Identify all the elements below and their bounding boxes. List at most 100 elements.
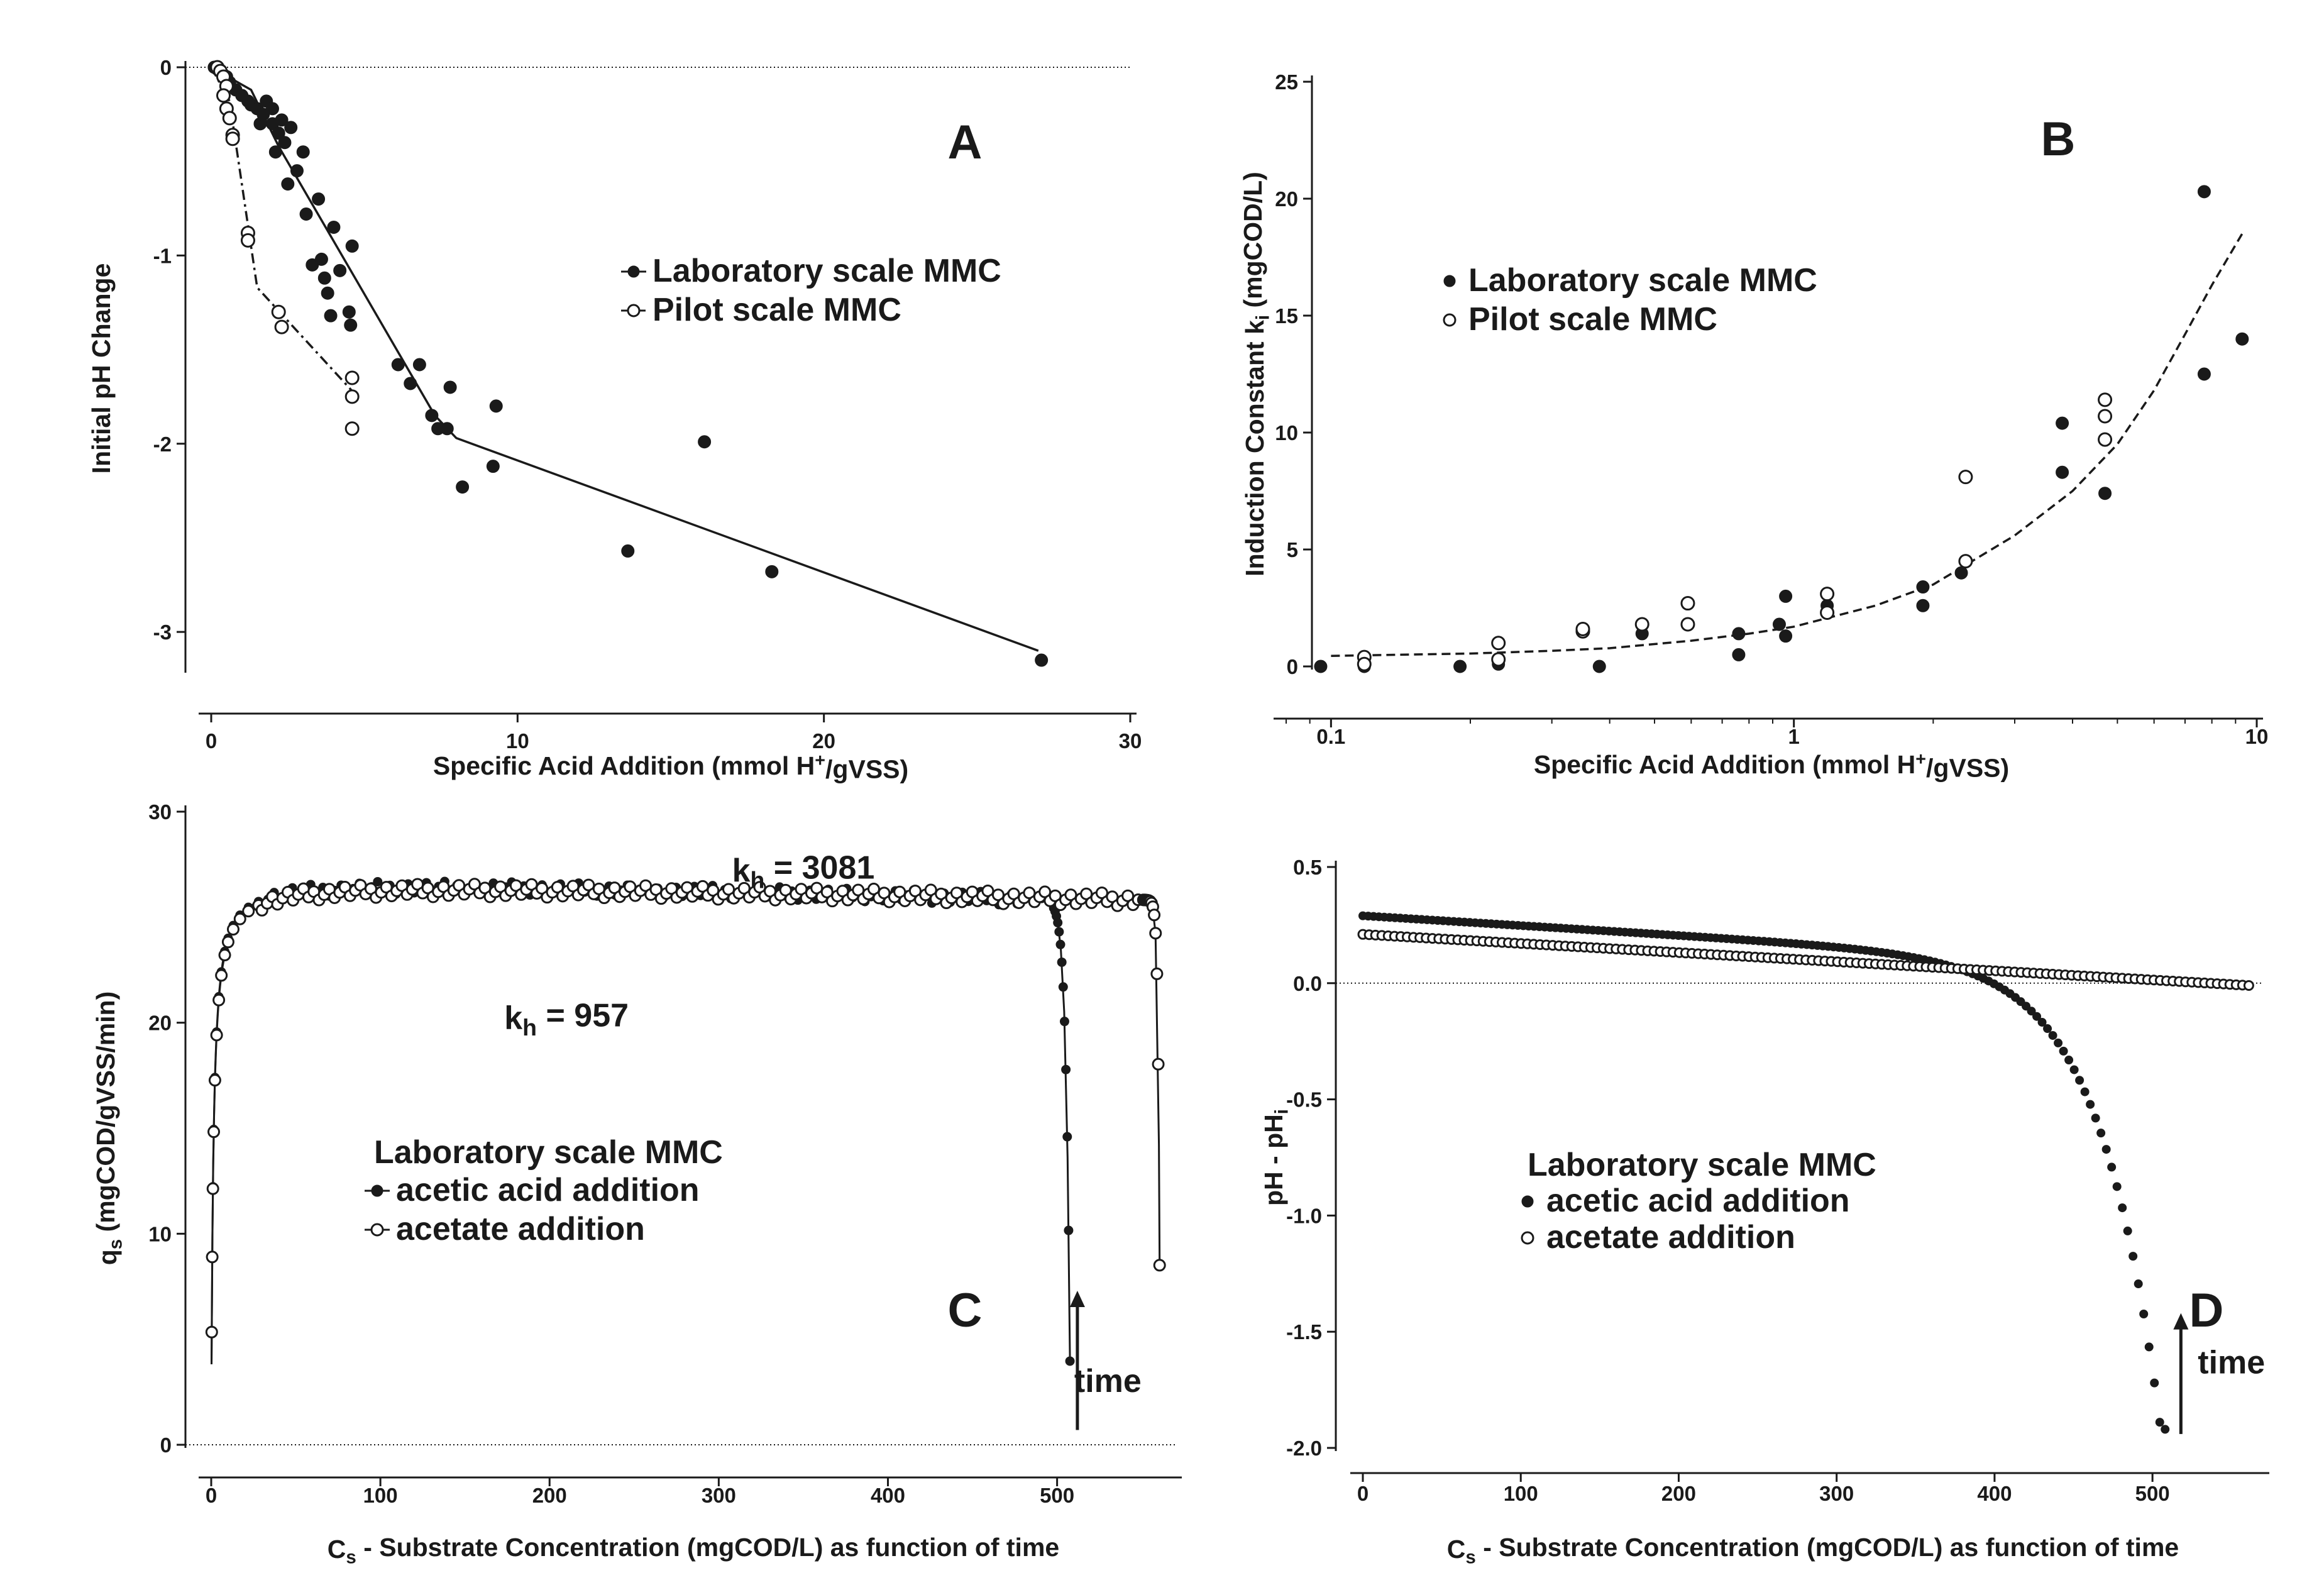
y-tick-label: -2.0 <box>1286 1437 1322 1460</box>
y-tick-label: 0 <box>1287 655 1298 678</box>
data-point <box>489 399 503 413</box>
data-point <box>1106 890 1119 903</box>
x-tick-label: 0 <box>1357 1482 1369 1505</box>
data-point <box>221 936 234 949</box>
data-point <box>2032 1012 2042 1021</box>
data-point <box>621 544 635 558</box>
x-tick-label: 30 <box>1119 729 1142 753</box>
x-tick-label: 10 <box>2245 725 2269 748</box>
data-point <box>2069 1065 2079 1074</box>
x-tick-label: 500 <box>1040 1484 1074 1507</box>
data-point <box>1065 1356 1075 1366</box>
x-tick-label: 200 <box>1661 1482 1696 1505</box>
data-point <box>345 239 359 253</box>
data-point <box>233 912 246 925</box>
x-tick-label: 0.1 <box>1316 725 1345 748</box>
data-point <box>218 949 231 962</box>
x-tick-label: 400 <box>871 1484 905 1507</box>
data-point <box>1732 627 1746 641</box>
data-point <box>810 881 823 895</box>
data-point <box>1035 653 1049 667</box>
data-point <box>1064 1225 1074 1235</box>
data-point <box>212 993 226 1007</box>
data-point <box>2064 1056 2074 1065</box>
data-point <box>225 131 240 146</box>
data-point <box>707 884 720 897</box>
data-point <box>1054 927 1064 937</box>
data-point <box>649 883 663 896</box>
data-point <box>206 1182 219 1195</box>
data-point <box>1064 888 1077 902</box>
data-point <box>2091 1113 2100 1123</box>
fit-line <box>211 66 1039 652</box>
data-point <box>2101 1145 2111 1154</box>
panel-A: 0 -1 -2 -3 0 10 20 30 Specific Acid Addition (mm… <box>87 56 1142 784</box>
data-point <box>852 883 865 897</box>
legend-label: Laboratory scale MMC <box>1468 262 1817 299</box>
data-point <box>1023 886 1036 900</box>
data-point <box>2043 1024 2052 1034</box>
data-point <box>2098 432 2113 447</box>
legend-marker <box>627 265 640 278</box>
data-point <box>991 888 1005 902</box>
data-point <box>1491 636 1506 651</box>
data-point <box>265 102 279 116</box>
fit-line <box>210 67 353 392</box>
data-point <box>278 136 292 150</box>
x-tick-label: 400 <box>1977 1482 2012 1505</box>
data-point <box>1059 1017 1069 1027</box>
data-point <box>867 883 880 896</box>
data-point <box>1057 957 1067 967</box>
data-point <box>1058 982 1068 992</box>
legend-label: Pilot scale MMC <box>653 292 901 328</box>
data-point <box>327 220 341 234</box>
data-point <box>373 876 383 886</box>
data-point <box>1053 918 1063 928</box>
legend-marker <box>371 1184 383 1197</box>
time-arrow-head <box>2173 1313 2189 1330</box>
data-point <box>1916 580 1930 594</box>
y-tick-label: 30 <box>148 800 172 824</box>
data-point <box>299 207 313 221</box>
y-tick-label: 0.0 <box>1293 972 1322 995</box>
data-point <box>2155 1418 2164 1427</box>
data-point <box>1634 617 1649 632</box>
data-point <box>665 882 678 895</box>
data-point <box>2197 367 2211 381</box>
data-point <box>284 121 298 135</box>
legend-label: acetate addition <box>396 1211 645 1247</box>
model-curve <box>211 886 1071 1364</box>
data-point <box>779 883 792 897</box>
data-point <box>443 380 457 394</box>
y-tick-label: 0 <box>160 56 172 79</box>
data-point <box>1453 660 1467 673</box>
y-tick-label: -2 <box>153 433 172 456</box>
time-arrow-head <box>1069 1290 1085 1307</box>
data-point <box>1148 908 1161 922</box>
data-point <box>1958 470 1973 485</box>
data-point <box>486 460 500 473</box>
data-point <box>1680 596 1695 611</box>
data-point <box>425 409 439 422</box>
data-point <box>1772 617 1786 631</box>
x-tick-label: 300 <box>1819 1482 1854 1505</box>
data-point <box>2054 1038 2063 1047</box>
data-point <box>698 435 712 449</box>
annotation: time <box>2198 1345 2265 1381</box>
data-point <box>624 880 637 893</box>
legend-label: acetic acid addition <box>396 1172 700 1208</box>
panel-label: A <box>948 116 983 169</box>
data-point <box>1150 967 1164 980</box>
data-point <box>205 1325 218 1339</box>
data-point <box>391 358 405 372</box>
data-point <box>1061 1064 1071 1074</box>
data-point <box>1954 566 1968 580</box>
data-point <box>1080 887 1093 900</box>
y-tick-label: -1 <box>153 244 172 267</box>
y-axis-label: Induction Constant ki (mgCOD/L) <box>1238 172 1273 577</box>
legend-marker <box>1521 1195 1534 1208</box>
data-point <box>226 923 240 936</box>
y-axis-label: pH - pHi <box>1259 1109 1292 1206</box>
